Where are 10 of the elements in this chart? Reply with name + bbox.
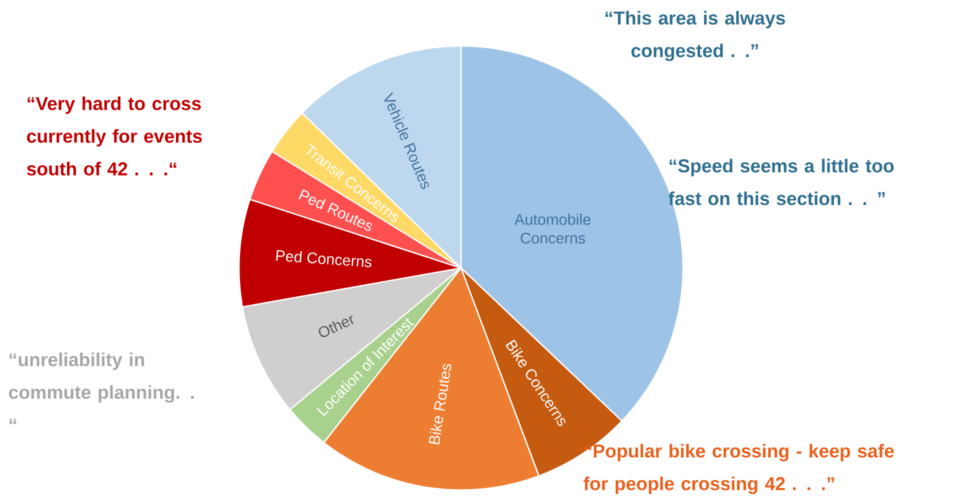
text: “Popular bike crossing - keep safe for people crossing 42 . . .” (584, 444, 894, 494)
slice-label: Vehicle Routes (384, 92, 429, 190)
slice-label: Automobile Concerns (514, 214, 590, 244)
text: “unreliability in commute planning. . “ (9, 352, 194, 424)
text: “Speed seems a little too fast on this section . . ” (668, 158, 894, 206)
text: “This area is always congested . .” (606, 10, 786, 62)
slice-label: Other (318, 315, 354, 338)
text: “Very hard to cross currently for events south of 42 . . .“ (26, 96, 202, 176)
slice-label: Ped Concerns (276, 250, 372, 268)
slice-label: Bike Routes (428, 364, 452, 444)
